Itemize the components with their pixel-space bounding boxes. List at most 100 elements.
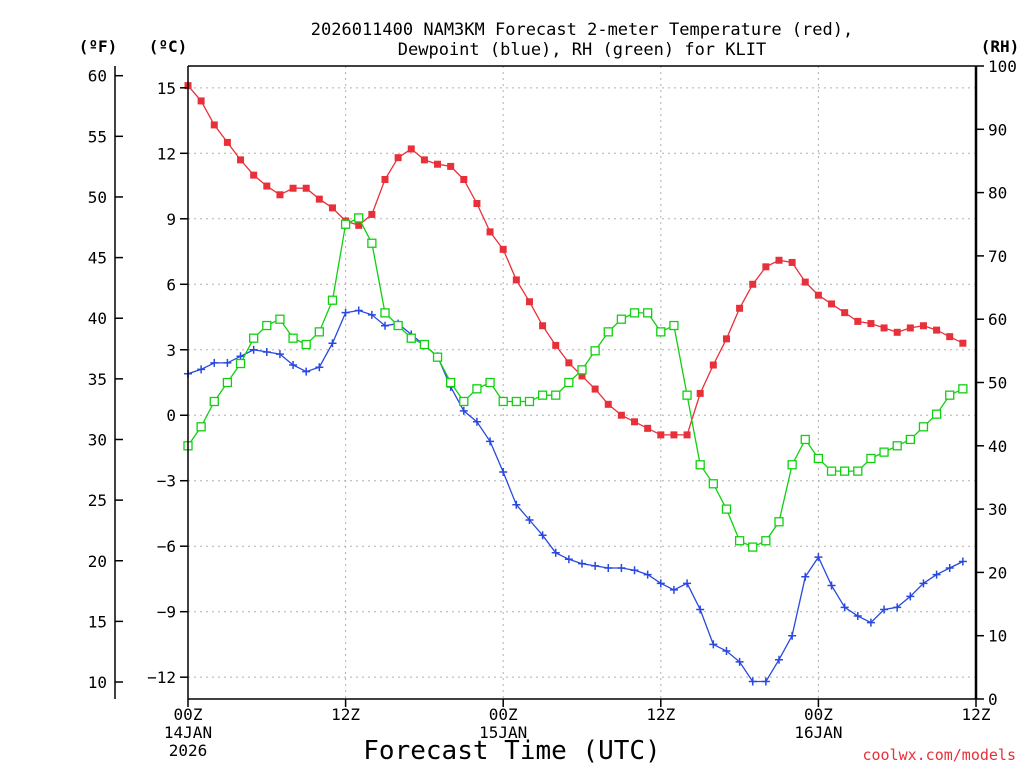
rh-unit-label: (RH) [981, 37, 1020, 56]
fahrenheit-unit-label: (ºF) [79, 37, 118, 56]
rh-point [327, 295, 338, 305]
temperature-point [749, 280, 757, 288]
rh-point [603, 327, 613, 337]
temperature-point [880, 324, 888, 332]
temperature-point [420, 156, 428, 164]
rh-point [774, 517, 784, 527]
temperature-point [893, 328, 901, 336]
temperature-point [801, 278, 809, 286]
rh-tick-label: 20 [988, 563, 1007, 582]
dewpoint-point [880, 605, 889, 614]
rh-point [367, 238, 377, 248]
rh-point [800, 434, 810, 445]
temperature-point [460, 176, 468, 184]
dewpoint-point [683, 579, 692, 588]
temperature-point [250, 171, 258, 179]
rh-point [905, 434, 915, 445]
temperature-point [617, 411, 625, 419]
rh-point [695, 460, 705, 470]
rh-point [235, 358, 246, 369]
series-line [187, 217, 964, 548]
rh-point [748, 542, 758, 552]
temperature-point [841, 309, 849, 317]
rh-point [708, 479, 718, 489]
rh-tick-label: 90 [988, 120, 1007, 139]
temperature-point [223, 138, 231, 146]
rh-point [380, 308, 390, 318]
celsius-tick-label: 15 [157, 79, 176, 98]
x-tick-label: 00Z [804, 705, 833, 724]
celsius-tick-label: −6 [157, 537, 176, 556]
dewpoint-point [814, 553, 823, 562]
dewpoint-point [302, 367, 311, 376]
series-0 [184, 82, 967, 439]
rh-point [892, 441, 902, 451]
rh-point [734, 536, 745, 546]
temperature-point [263, 182, 271, 190]
temperature-point [775, 256, 783, 264]
dewpoint-point [722, 646, 731, 655]
dewpoint-point [262, 347, 271, 356]
x-tick-label: 15JAN [479, 723, 527, 742]
rh-point [288, 333, 298, 343]
temperature-point [315, 195, 323, 203]
temperature-point [289, 184, 297, 192]
dewpoint-point [512, 500, 521, 509]
temperature-point [919, 322, 927, 330]
series-2 [183, 213, 968, 552]
rh-point [419, 339, 430, 350]
label-layer: 2026011400 NAM3KM Forecast 2-meter Tempe… [79, 20, 1020, 766]
temperature-point [276, 191, 284, 199]
fahrenheit-tick-label: 15 [88, 612, 107, 631]
temperature-point [906, 324, 914, 332]
temperature-point [525, 298, 533, 306]
rh-point [669, 320, 679, 331]
dewpoint-point [381, 321, 389, 330]
rh-point [551, 390, 561, 400]
temperature-point [670, 431, 678, 439]
celsius-unit-label: (ºC) [149, 37, 188, 56]
temperature-point [407, 145, 415, 153]
rh-point [446, 377, 456, 388]
rh-point [590, 346, 600, 356]
fahrenheit-tick-label: 20 [88, 552, 107, 571]
dewpoint-point [709, 640, 718, 649]
rh-point [826, 466, 837, 476]
temperature-point [604, 400, 612, 408]
rh-point [472, 384, 482, 394]
rh-point [945, 390, 955, 400]
fahrenheit-tick-label: 10 [88, 673, 107, 692]
dewpoint-point [197, 365, 206, 374]
celsius-tick-label: −9 [157, 603, 176, 622]
rh-point [537, 390, 548, 400]
celsius-tick-label: 6 [166, 275, 176, 294]
dewpoint-point [932, 570, 941, 579]
temperature-point [197, 97, 205, 105]
dewpoint-point [486, 437, 495, 446]
rh-point [918, 422, 929, 432]
temperature-point [762, 263, 770, 271]
rh-point [629, 308, 640, 318]
series-line [187, 85, 964, 436]
rh-point [787, 460, 797, 470]
dewpoint-point [223, 358, 232, 367]
plot-frame [114, 65, 984, 707]
fahrenheit-tick-label: 40 [88, 309, 107, 328]
dewpoint-point [866, 618, 875, 627]
series-layer [183, 82, 968, 686]
fahrenheit-tick-label: 50 [88, 188, 107, 207]
dewpoint-point [315, 363, 324, 372]
rh-point [721, 504, 732, 514]
dewpoint-point [958, 557, 967, 566]
rh-tick-label: 0 [988, 690, 998, 709]
dewpoint-point [564, 555, 573, 564]
temperature-point [447, 162, 455, 170]
temperature-point [736, 304, 744, 312]
rh-point [222, 377, 233, 388]
rh-point [406, 333, 416, 343]
rh-point [301, 339, 311, 350]
rh-point [840, 466, 850, 476]
grid-lines [188, 66, 976, 699]
dewpoint-point [289, 361, 298, 370]
rh-point [761, 536, 771, 546]
